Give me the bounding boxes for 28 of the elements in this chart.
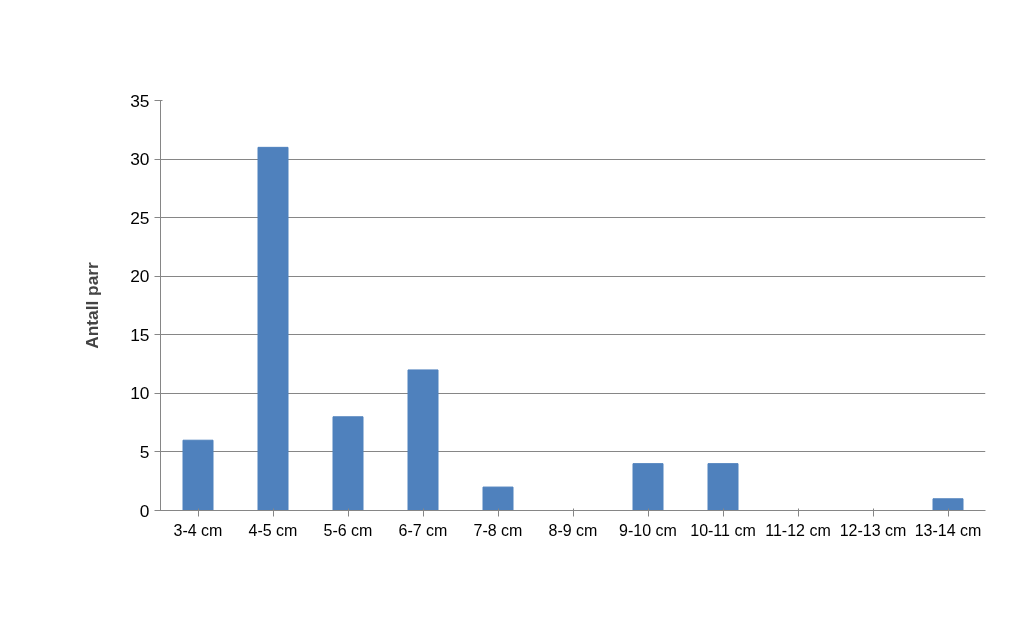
bar xyxy=(182,439,214,511)
y-tick-label: 30 xyxy=(130,149,150,170)
bar xyxy=(932,498,964,511)
y-tick-label: 15 xyxy=(130,324,150,345)
x-tick-label: 10-11 cm xyxy=(690,521,756,539)
y-tick-label: 20 xyxy=(130,266,150,287)
y-axis-title: Antall parr xyxy=(82,261,103,349)
x-tick-label: 3-4 cm xyxy=(173,521,223,539)
x-tick-label: 4-5 cm xyxy=(248,521,298,539)
y-tick-label: 10 xyxy=(130,383,150,404)
x-tick-label: 13-14 cm xyxy=(914,521,982,539)
x-tick-label: 8-9 cm xyxy=(548,521,598,539)
x-tick-label: 11-12 cm xyxy=(765,521,831,539)
x-tick-label: 9-10 cm xyxy=(619,521,677,539)
x-tick-label: 5-6 cm xyxy=(323,521,373,539)
y-tick-label: 5 xyxy=(139,441,150,462)
bar xyxy=(332,416,364,511)
x-tick-label: 12-13 cm xyxy=(839,521,907,539)
y-tick-label: 35 xyxy=(130,90,150,111)
x-tick-label: 6-7 cm xyxy=(398,521,448,539)
y-tick-label: 0 xyxy=(139,500,150,521)
bar xyxy=(257,146,289,511)
bar xyxy=(632,463,664,511)
bar xyxy=(407,369,439,511)
bar xyxy=(482,486,514,511)
bar xyxy=(707,463,739,511)
x-tick-label: 7-8 cm xyxy=(473,521,523,539)
y-tick-label: 25 xyxy=(130,207,150,228)
